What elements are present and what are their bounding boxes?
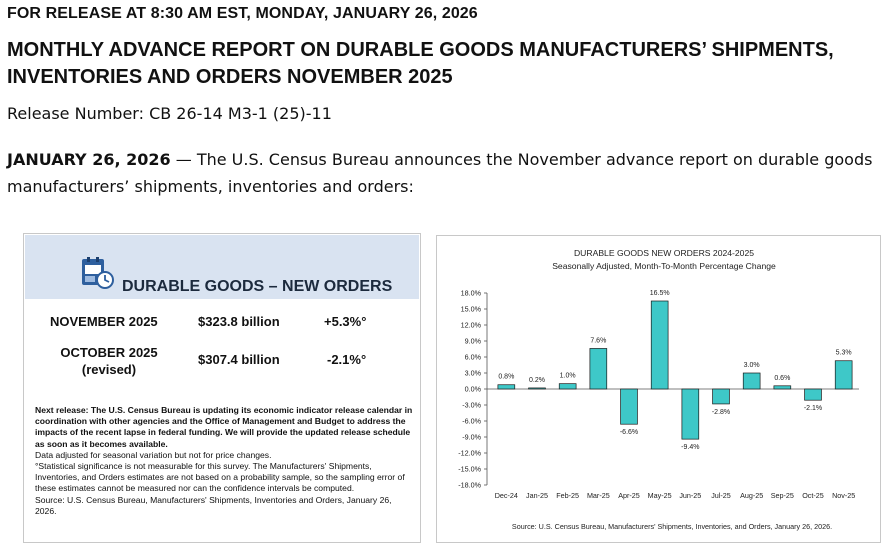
bar-apr-25	[620, 388, 638, 425]
calendar-clock-icon	[82, 257, 114, 289]
release-number: Release Number: CB 26-14 M3-1 (25)-11	[7, 104, 332, 123]
x-tick-label: Mar-25	[587, 491, 610, 500]
intro-paragraph: JANUARY 26, 2026 — The U.S. Census Burea…	[7, 146, 879, 200]
y-tick-label: 3.0%	[465, 369, 482, 378]
chart-source: Source: U.S. Census Bureau, Manufacturer…	[512, 522, 832, 531]
x-tick-label: Dec-24	[495, 491, 518, 500]
bar-nov-25	[834, 360, 853, 390]
data-label: 0.8%	[498, 374, 514, 381]
y-tick-label: 15.0%	[461, 305, 482, 314]
summary-panel: DURABLE GOODS – NEW ORDERS NOVEMBER 2025…	[23, 233, 421, 543]
summary-notes: Next release: The U.S. Census Bureau is …	[35, 405, 415, 517]
row-value-october: $307.4 billion	[198, 352, 280, 367]
bar-jun-25	[681, 388, 700, 440]
y-tick-label: -12.0%	[458, 449, 481, 458]
data-label: 0.2%	[529, 377, 545, 384]
chart-title: DURABLE GOODS NEW ORDERS 2024-2025	[574, 248, 754, 258]
bar-feb-25	[558, 383, 577, 390]
data-label: -9.4%	[681, 444, 699, 451]
chart-subtitle: Seasonally Adjusted, Month-To-Month Perc…	[552, 261, 776, 271]
y-tick-label: 18.0%	[461, 289, 482, 298]
report-title-line-2: INVENTORIES AND ORDERS NOVEMBER 2025	[7, 66, 453, 88]
y-tick-label: 0.0%	[465, 385, 482, 394]
y-tick-label: -15.0%	[458, 465, 481, 474]
y-tick-label: -6.0%	[462, 417, 481, 426]
y-tick-label: -18.0%	[458, 481, 481, 490]
x-tick-label: Feb-25	[556, 491, 579, 500]
x-tick-label: Jul-25	[711, 491, 731, 500]
y-tick-label: -3.0%	[462, 401, 481, 410]
bar-jul-25	[712, 388, 730, 405]
x-tick-label: Nov-25	[832, 491, 855, 500]
data-label: 7.6%	[590, 337, 606, 344]
summary-panel-header: DURABLE GOODS – NEW ORDERS	[25, 235, 419, 299]
x-tick-label: Jan-25	[526, 491, 548, 500]
chart-panel: DURABLE GOODS NEW ORDERS 2024-2025 Seaso…	[436, 235, 881, 543]
x-tick-label: Apr-25	[618, 491, 640, 500]
bar-sep-25	[773, 385, 792, 390]
durable-goods-chart: DURABLE GOODS NEW ORDERS 2024-2025 Seaso…	[458, 248, 859, 531]
note-next-release: Next release: The U.S. Census Bureau is …	[35, 405, 413, 449]
summary-panel-title: DURABLE GOODS – NEW ORDERS	[122, 278, 393, 295]
row-value-november: $323.8 billion	[198, 314, 280, 329]
bar-mar-25	[589, 348, 608, 390]
data-label: 1.0%	[560, 373, 576, 380]
report-title: MONTHLY ADVANCE REPORT ON DURABLE GOODS …	[7, 37, 877, 91]
x-tick-label: Oct-25	[802, 491, 824, 500]
intro-text: The U.S. Census Bureau announces the Nov…	[7, 150, 873, 196]
note-source: Source: U.S. Census Bureau, Manufacturer…	[35, 494, 392, 516]
data-label: -6.6%	[620, 429, 638, 436]
intro-date: JANUARY 26, 2026	[7, 150, 171, 169]
intro-dash: —	[170, 150, 197, 169]
report-title-line-1: MONTHLY ADVANCE REPORT ON DURABLE GOODS …	[7, 39, 834, 61]
note-significance: °Statistical significance is not measura…	[35, 461, 405, 494]
row-change-november: +5.3%°	[324, 314, 367, 329]
x-tick-label: Sep-25	[771, 491, 794, 500]
data-label: 0.6%	[774, 375, 790, 382]
x-tick-label: May-25	[648, 491, 672, 500]
row-change-october: -2.1%°	[327, 352, 367, 367]
y-tick-label: -9.0%	[462, 433, 481, 442]
bar-may-25	[650, 300, 669, 390]
x-tick-label: Jun-25	[679, 491, 701, 500]
bar-aug-25	[742, 372, 761, 390]
bar-jan-25	[528, 387, 546, 390]
row-label-october-sub: (revised)	[81, 362, 137, 377]
row-label-october-main: OCTOBER 2025	[60, 345, 158, 360]
row-label-october: OCTOBER 2025 (revised)	[59, 344, 159, 378]
data-label: -2.1%	[804, 405, 822, 412]
row-label-november: NOVEMBER 2025	[50, 314, 158, 329]
y-tick-label: 9.0%	[465, 337, 482, 346]
release-line: FOR RELEASE AT 8:30 AM EST, MONDAY, JANU…	[7, 5, 478, 22]
data-label: 5.3%	[836, 350, 852, 357]
y-tick-label: 12.0%	[461, 321, 482, 330]
note-adjusted: Data adjusted for seasonal variation but…	[35, 449, 272, 460]
data-label: 16.5%	[650, 290, 670, 297]
data-label: -2.8%	[712, 409, 730, 416]
x-tick-label: Aug-25	[740, 491, 763, 500]
bar-oct-25	[804, 388, 822, 401]
y-tick-label: 6.0%	[465, 353, 482, 362]
data-label: 3.0%	[744, 362, 760, 369]
bar-dec-24	[497, 384, 516, 390]
